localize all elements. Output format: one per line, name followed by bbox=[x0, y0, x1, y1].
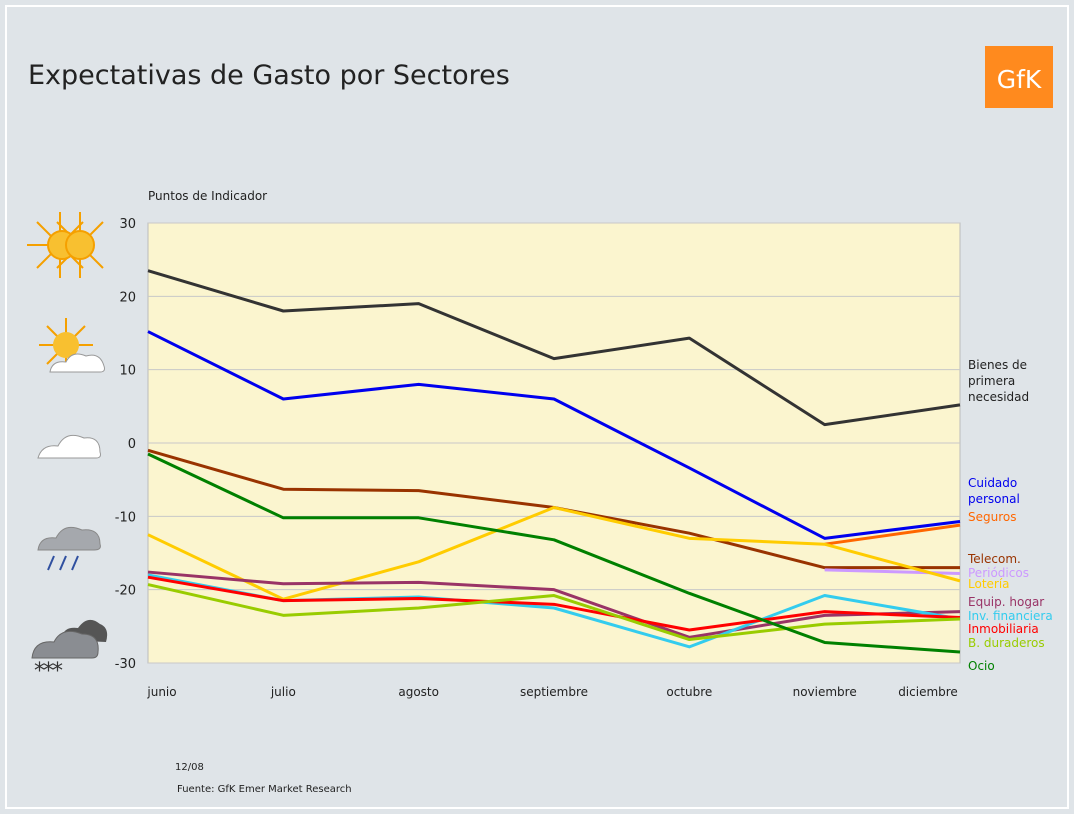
series-line bbox=[147, 330, 961, 540]
title: Expectativas de Gasto por Sectores bbox=[28, 60, 510, 91]
y-tick-label: -20 bbox=[115, 584, 136, 599]
icon-sun-cloud bbox=[39, 318, 105, 373]
y-tick-label: -10 bbox=[115, 510, 136, 525]
x-tick-label: junio bbox=[146, 685, 176, 699]
legend-label: Periódicos bbox=[968, 566, 1029, 580]
legend-label: Seguros bbox=[968, 510, 1017, 524]
series-line bbox=[147, 452, 961, 654]
x-tick-label: noviembre bbox=[793, 685, 857, 699]
logo-box bbox=[985, 46, 1053, 108]
icon-rain bbox=[37, 526, 101, 571]
icon-cloud bbox=[37, 434, 101, 459]
legend-label: Inmobiliaria bbox=[968, 622, 1039, 636]
y-tick-label: 0 bbox=[128, 437, 136, 452]
y-axis-label: Puntos de Indicador bbox=[148, 189, 267, 203]
frame bbox=[5, 5, 1069, 809]
y-tick-label: 20 bbox=[119, 290, 136, 305]
legend-label: Equip. hogar bbox=[968, 595, 1045, 609]
x-tick-label: julio bbox=[270, 685, 296, 699]
footer-date: 12/08 bbox=[175, 762, 204, 773]
series-line bbox=[147, 583, 961, 642]
legend-label: Cuidado personal bbox=[968, 476, 1020, 506]
x-tick-label: septiembre bbox=[520, 685, 588, 699]
svg-text:***: *** bbox=[34, 659, 63, 684]
legend-label: B. duraderos bbox=[968, 636, 1045, 650]
series-line bbox=[147, 269, 961, 427]
legend-label: Ocio bbox=[968, 659, 995, 673]
x-tick-label: octubre bbox=[666, 685, 712, 699]
series-line bbox=[824, 523, 961, 546]
y-tick-label: 10 bbox=[119, 364, 136, 379]
y-tick-label: -30 bbox=[115, 657, 136, 672]
logo: GfK bbox=[997, 65, 1042, 94]
icon-storm: *** bbox=[31, 619, 108, 684]
legend-label: Inv. financiera bbox=[968, 609, 1053, 623]
legend-label: Lotería bbox=[968, 577, 1010, 591]
icon-sun bbox=[27, 212, 104, 278]
series-line bbox=[147, 575, 961, 632]
y-tick-label: 30 bbox=[119, 217, 136, 232]
series-line bbox=[147, 570, 961, 639]
x-tick-label: diciembre bbox=[898, 685, 958, 699]
x-tick-label: agosto bbox=[398, 685, 439, 699]
legend-label: Bienes de primera necesidad bbox=[968, 358, 1030, 404]
footer-source: Fuente: GfK Emer Market Research bbox=[177, 784, 352, 795]
legend-label: Telecom. bbox=[968, 552, 1021, 566]
series-line bbox=[824, 568, 961, 576]
